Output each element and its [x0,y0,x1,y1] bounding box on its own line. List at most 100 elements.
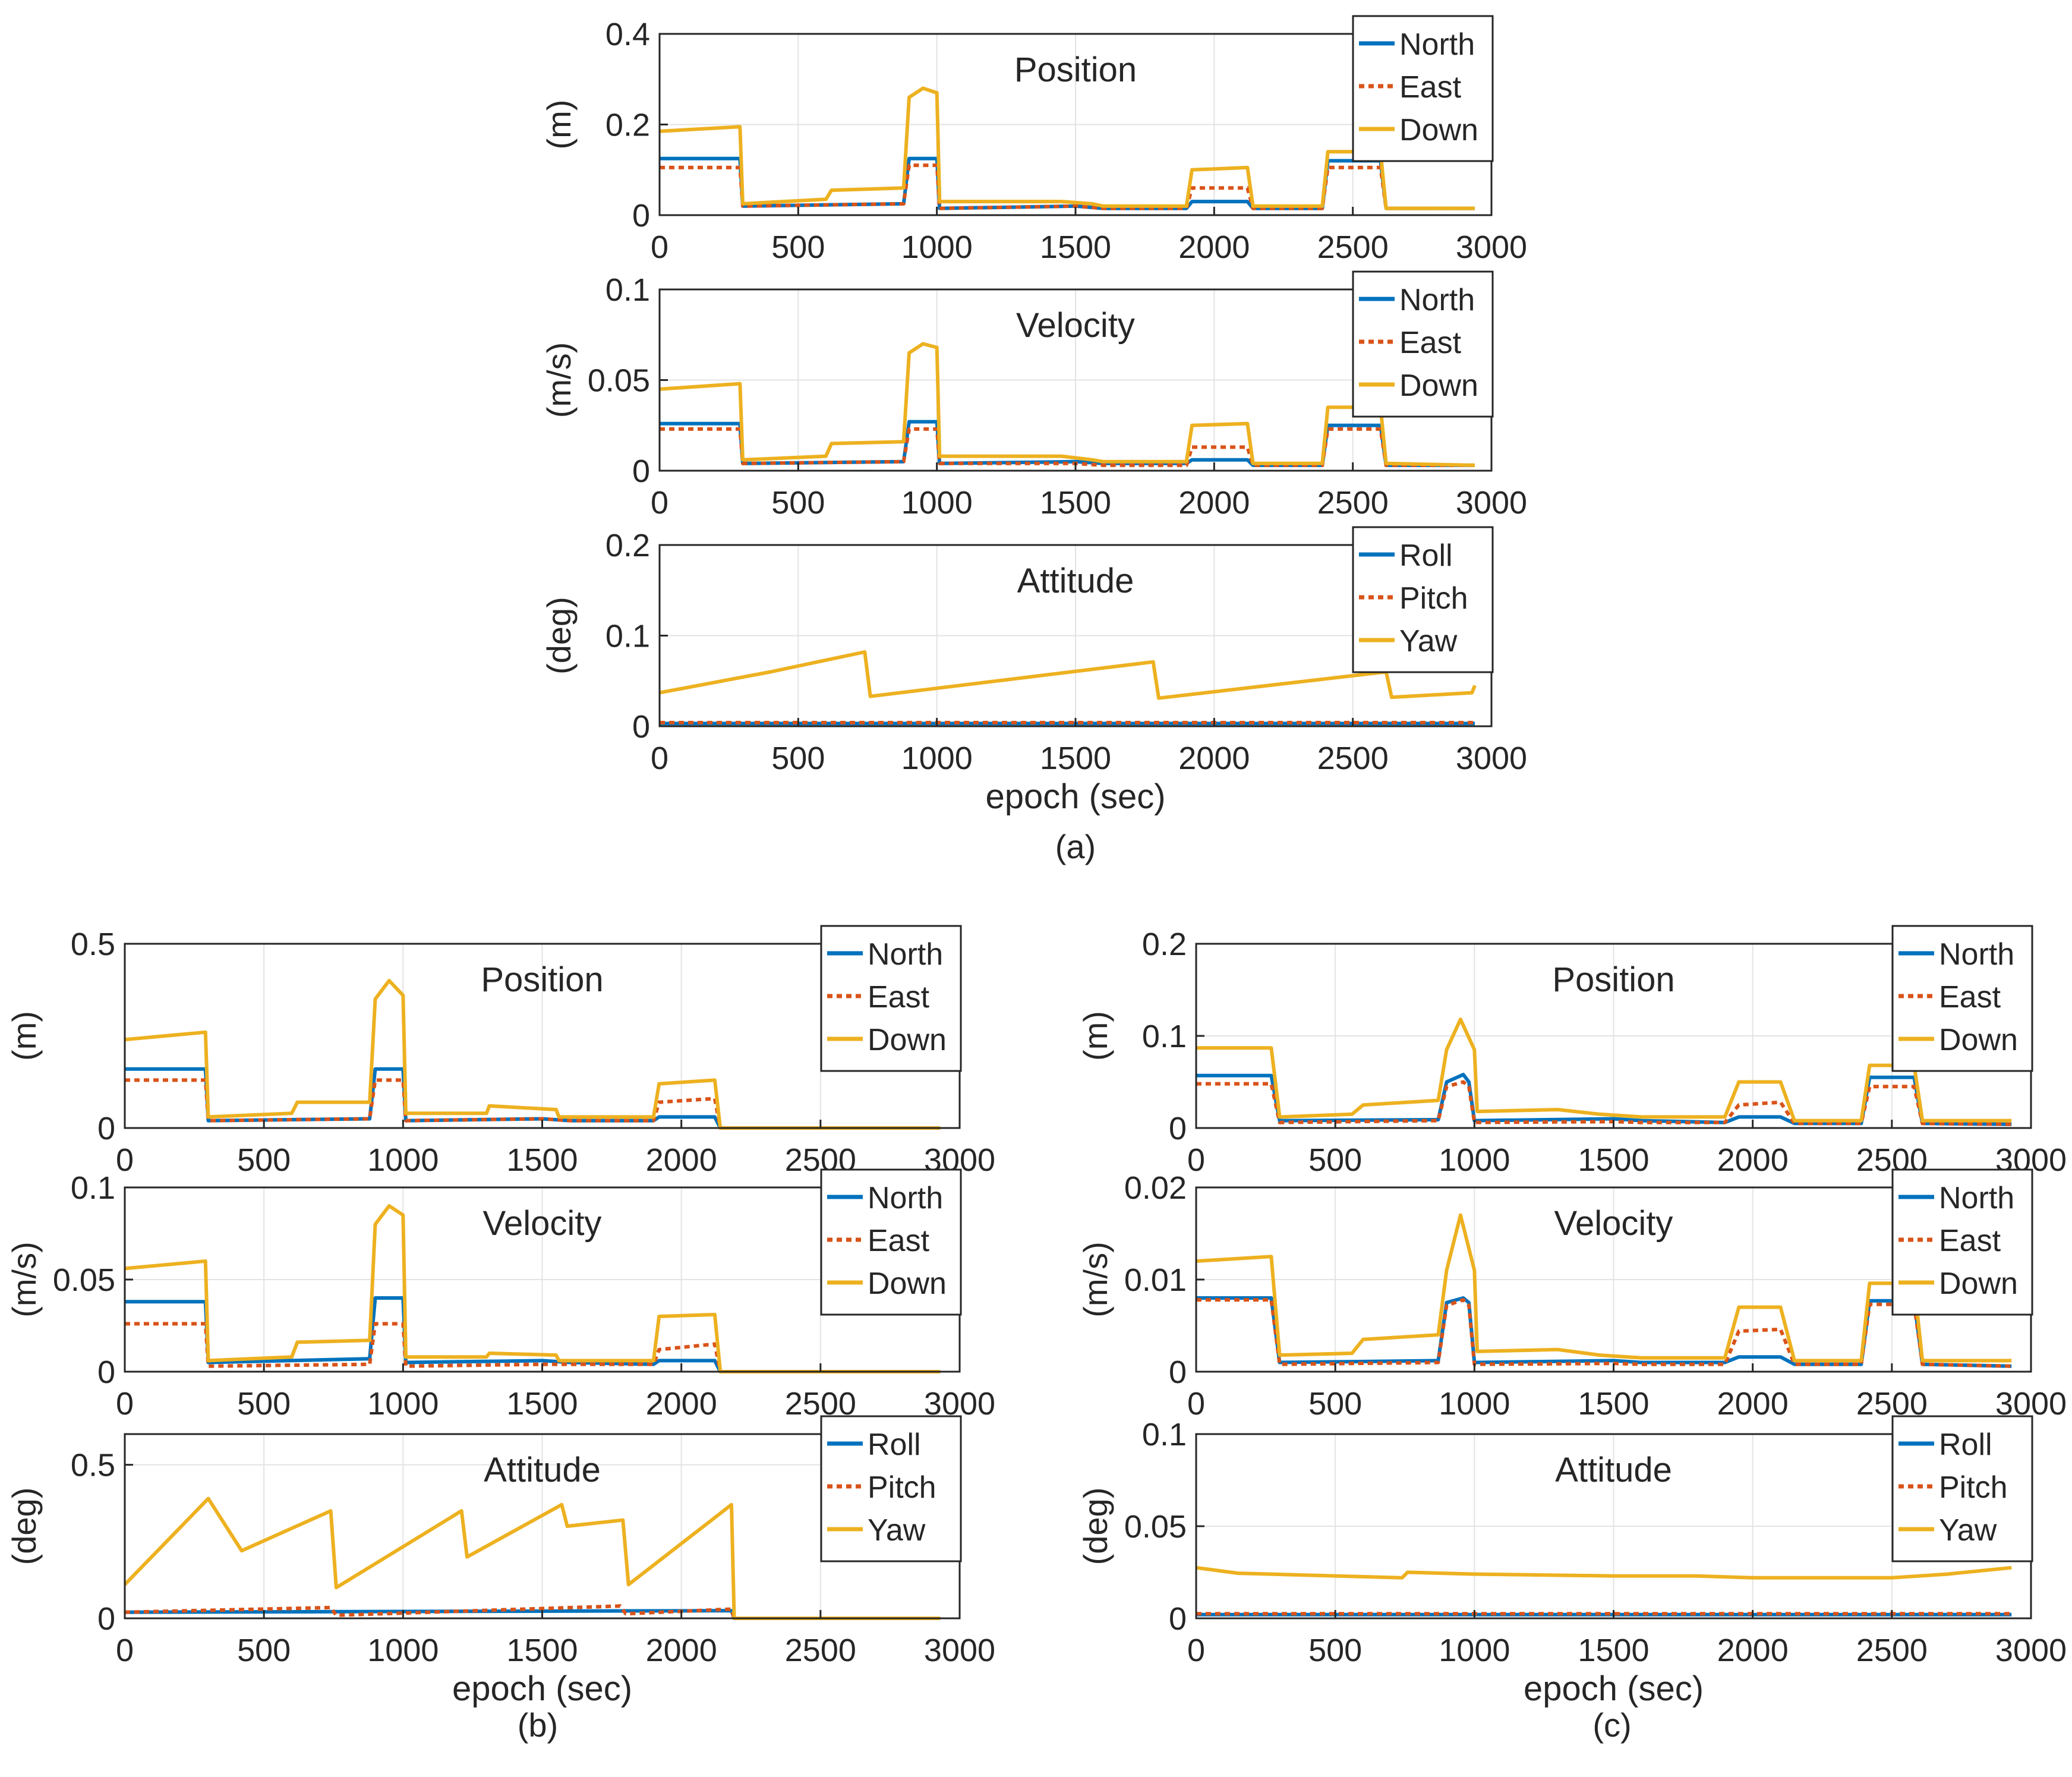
x-tick-label: 1500 [1040,485,1111,521]
x-tick-label: 2000 [1717,1142,1789,1178]
series-line-north [660,156,1475,210]
plots-layer: 0 500 1000 1500 2000 2500 300000.20.4Position(… [5,15,2067,1708]
legend-box [1891,1415,2033,1562]
x-tick-label: 1000 [901,741,973,776]
legend: North East Down [820,1168,962,1316]
y-tick-label: 0 [1169,1354,1187,1390]
legend-label-pitch: Pitch [1399,581,1468,616]
x-axis-label: epoch (sec) [452,1669,632,1708]
legend-box [1352,270,1494,418]
x-tick-label: 1500 [1578,1386,1649,1422]
series-line-down [124,1204,941,1373]
y-tick-label: 0.2 [605,528,650,563]
chart-title: Attitude [1017,562,1134,600]
y-tick-label: 0 [97,1354,115,1390]
chart-a-position: 0 500 1000 1500 2000 2500 3000 0 0.2 0.4 Position (… [540,15,1527,265]
y-axis-label: (m) [1077,1011,1114,1061]
x-tick-label: 0 [1187,1142,1205,1178]
x-tick-label: 3000 [1995,1633,2067,1668]
y-tick-label: 0.05 [1124,1509,1187,1545]
caption-c: (c) [1592,1706,1631,1744]
chart-title: Velocity [1554,1204,1673,1243]
legend: Roll Pitch Yaw [1352,526,1494,673]
y-axis-label: (m/s) [5,1242,43,1318]
x-axis-label: epoch (sec) [985,777,1165,816]
x-tick-label: 500 [237,1386,291,1422]
x-tick-label: 1500 [506,1633,578,1668]
y-tick-label: 0.1 [605,619,650,654]
chart-title: Position [1552,960,1674,999]
y-tick-label: 0.4 [605,17,650,52]
series-line-down [1196,1017,2012,1123]
chart-title: Velocity [483,1204,602,1243]
legend-label-east: East [868,1224,930,1258]
series-line-east [1196,1298,2012,1368]
x-tick-label: 2000 [1717,1633,1789,1668]
series-line-yaw [123,1496,941,1620]
series-line-down [659,86,1475,210]
legend-label-down: Down [1939,1023,2018,1057]
legend-box [1891,925,2033,1072]
x-tick-label: 0 [651,741,668,776]
x-tick-label: 2000 [646,1633,717,1668]
legend: Roll Pitch Yaw [820,1415,962,1562]
caption-a: (a) [1055,828,1096,865]
x-tick-label: 0 [651,485,668,521]
legend-box [820,925,962,1072]
y-tick-label: 0 [1169,1111,1187,1146]
y-tick-label: 0.1 [605,272,650,308]
legend-box [1352,526,1494,673]
legend-label-east: East [1939,980,2001,1014]
y-tick-label: 0 [1169,1601,1187,1637]
series-line-north [1196,1073,2012,1126]
chart-c-velocity: 0 500 1000 1500 2000 2500 300000.010.02Velocit… [1077,1168,2067,1422]
x-tick-label: 2500 [1317,741,1389,776]
y-axis-label: (m/s) [540,342,578,418]
y-axis-label: (m) [5,1011,43,1061]
legend-label-east: East [1939,1224,2001,1258]
chart-a-velocity: 0 500 1000 1500 2000 2500 3000 0 0.05 0.1 Velocity… [540,270,1527,521]
y-tick-label: 0.2 [605,108,650,143]
x-tick-label: 2000 [1717,1386,1789,1422]
x-tick-label: 500 [237,1142,291,1178]
y-tick-label: 0.2 [1142,927,1187,962]
x-tick-label: 2000 [1178,229,1250,265]
y-axis-label: (m) [540,100,578,150]
chart-b-attitude: 0 500 1000 1500 2000 2500 3000 0 0.5 Attitude (deg… [5,1415,995,1708]
legend-box [820,1415,962,1562]
y-tick-label: 0.1 [1142,1019,1187,1054]
legend-label-yaw: Yaw [1399,624,1458,659]
legend: North East Down [1352,15,1494,162]
series-line-north [125,1296,941,1373]
x-tick-label: 2000 [1178,485,1250,521]
series-line-down [124,979,941,1130]
x-tick-label: 2000 [646,1386,717,1422]
y-tick-label: 0 [632,453,650,489]
chart-title: Attitude [484,1451,601,1489]
x-tick-label: 2500 [1317,485,1389,521]
legend-label-down: Down [868,1266,947,1301]
x-tick-label: 500 [771,229,825,265]
caption-b: (b) [518,1706,558,1744]
x-tick-label: 0 [1187,1386,1205,1422]
y-tick-label: 0 [632,198,650,234]
x-tick-label: 500 [237,1633,291,1668]
series-line-east [125,1322,941,1373]
x-axis-label: epoch (sec) [1524,1669,1704,1708]
legend-label-north: North [868,1181,943,1215]
legend-label-roll: Roll [1939,1428,1992,1462]
x-tick-label: 1500 [1578,1633,1649,1668]
y-tick-label: 0 [97,1111,115,1146]
legend-box [820,1168,962,1316]
legend-label-down: Down [868,1023,947,1057]
legend-label-yaw: Yaw [868,1513,926,1548]
legend-label-down: Down [1399,368,1478,403]
legend-label-north: North [1399,283,1475,317]
y-tick-label: 0.5 [71,927,115,962]
y-axis-label: (deg) [540,597,578,675]
x-tick-label: 1000 [1439,1142,1510,1178]
x-tick-label: 2500 [785,1633,856,1668]
y-tick-label: 0.5 [71,1448,115,1483]
x-tick-label: 1000 [1439,1386,1510,1422]
x-tick-label: 1000 [367,1633,439,1668]
